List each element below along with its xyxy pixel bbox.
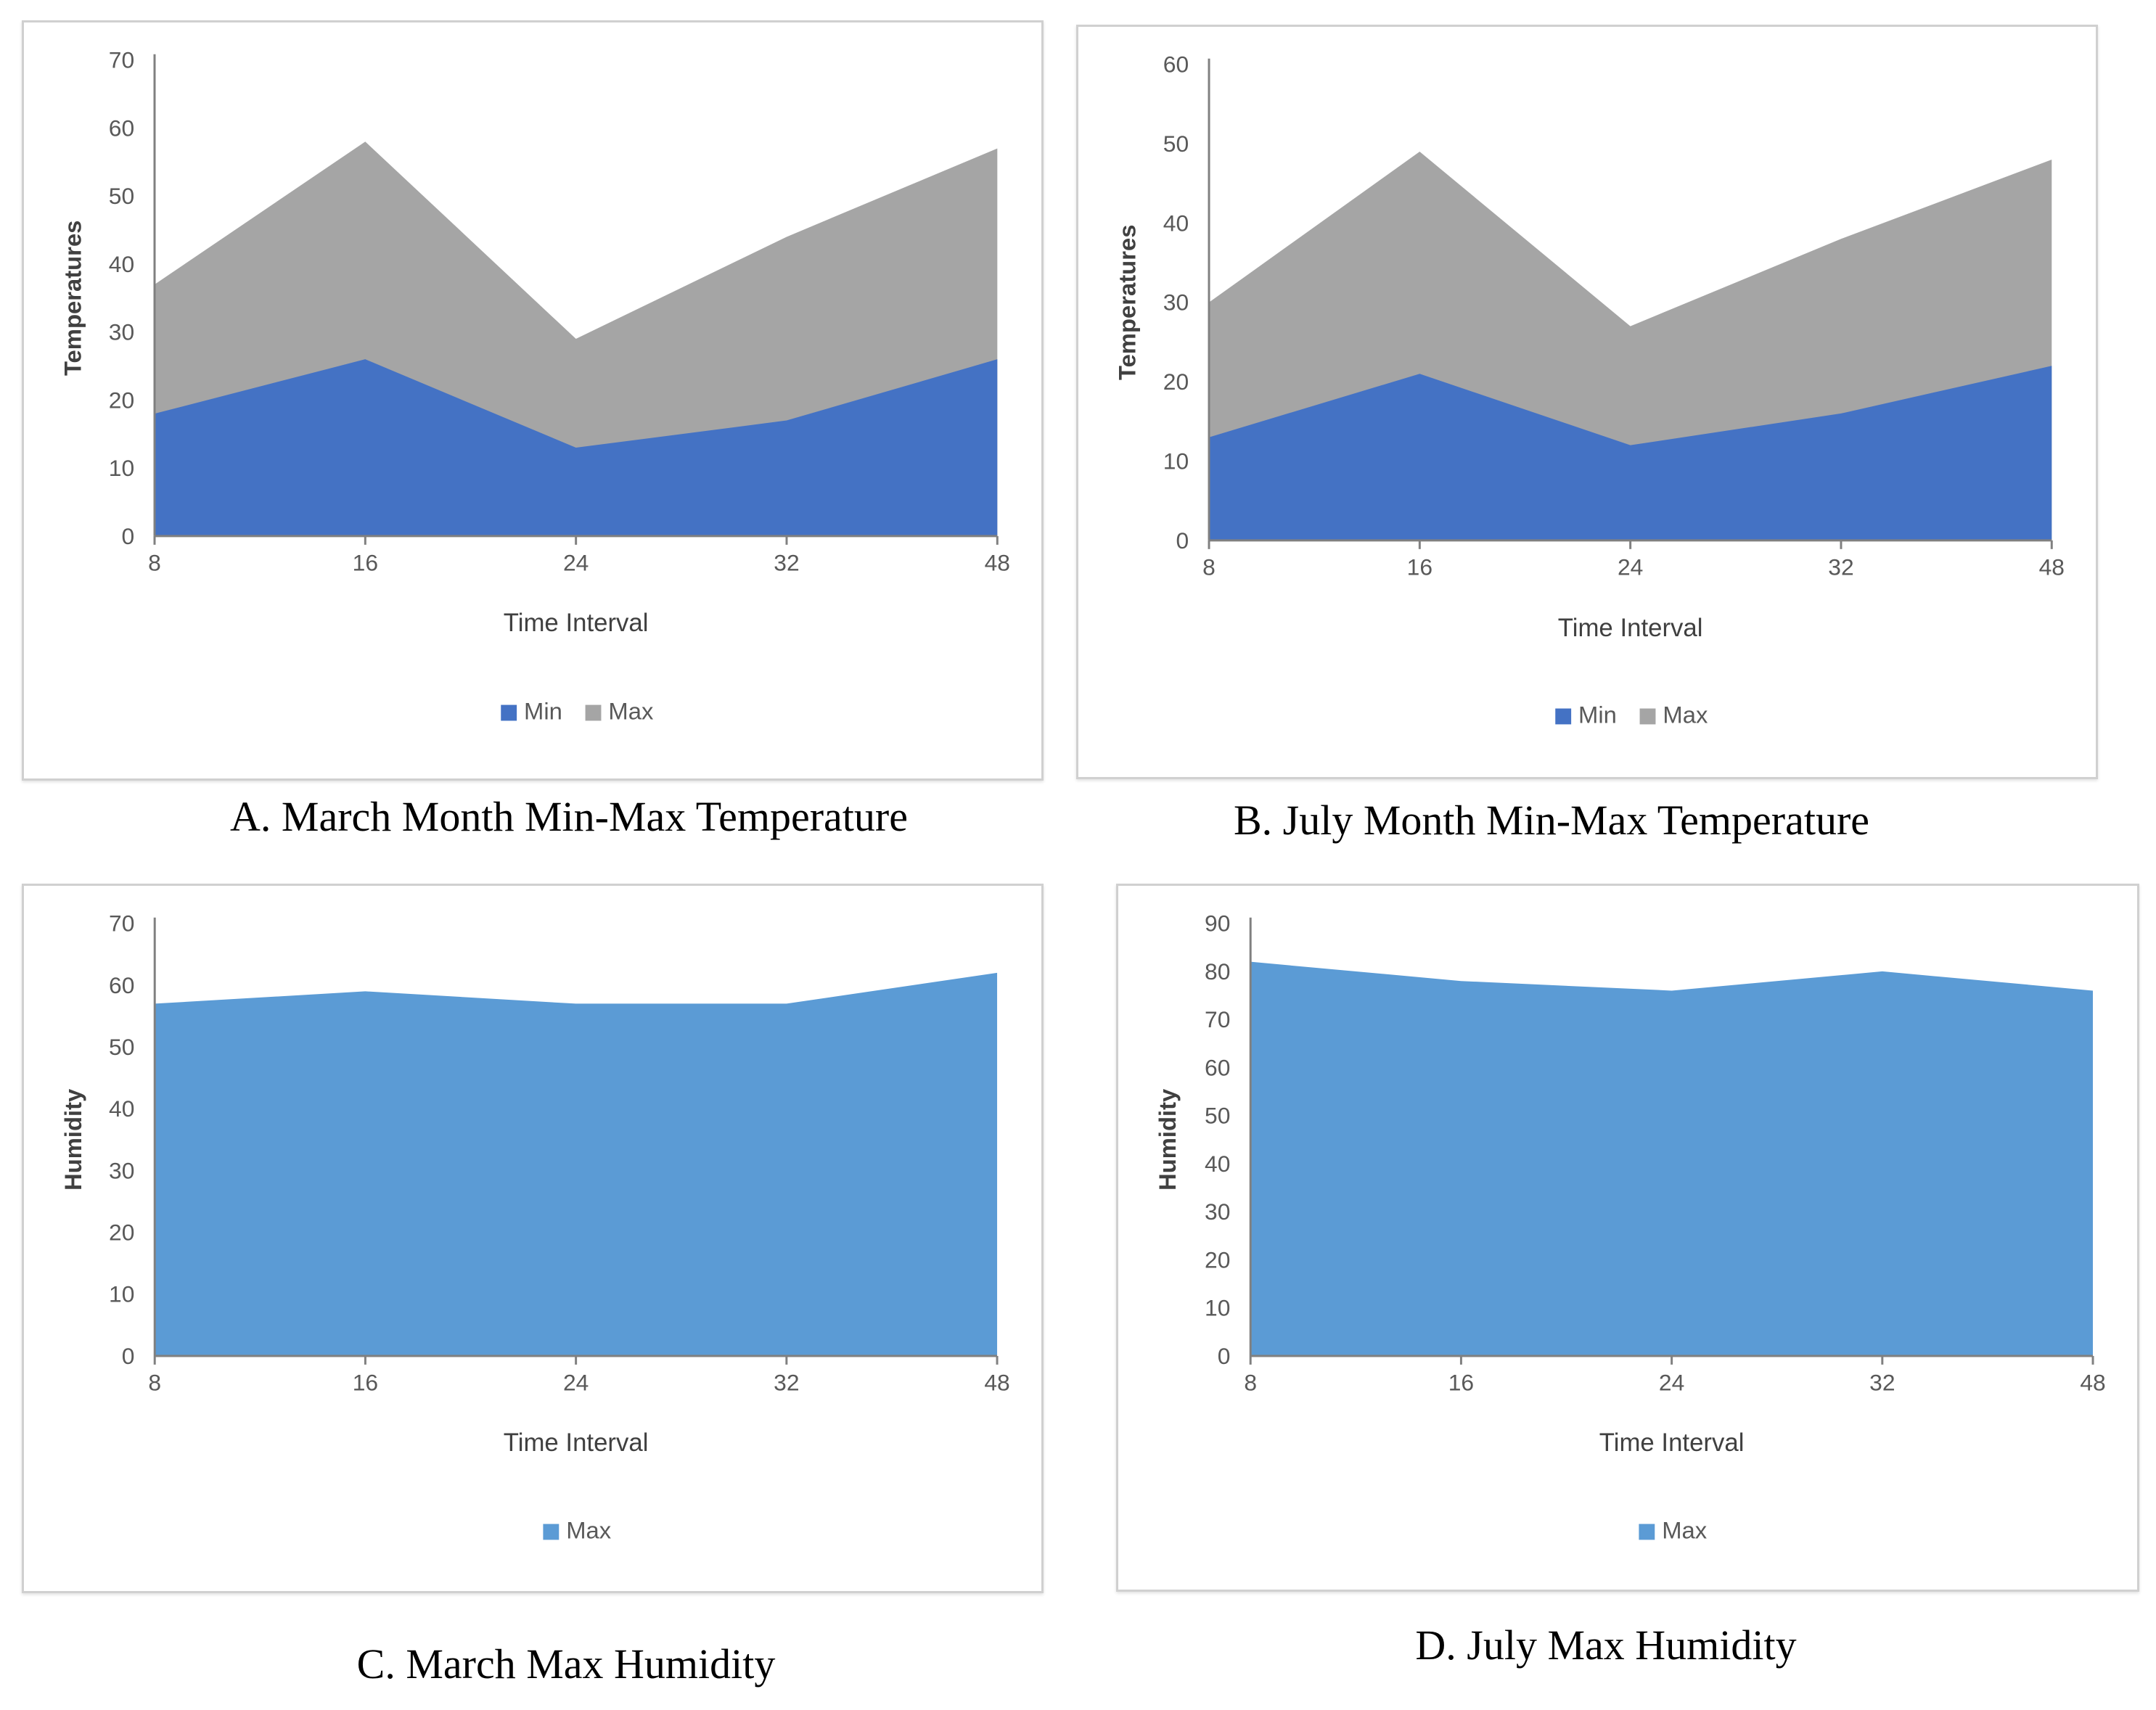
x-axis-title: Time Interval bbox=[1599, 1429, 1745, 1457]
y-tick-label: 0 bbox=[1176, 527, 1189, 554]
y-tick-label: 30 bbox=[109, 1157, 134, 1183]
y-tick-label: 30 bbox=[109, 319, 134, 345]
x-tick-label: 24 bbox=[1659, 1370, 1684, 1396]
legend-swatch-min bbox=[501, 704, 517, 721]
legend-swatch-max bbox=[585, 704, 602, 721]
march-temperature-chart: 0 10 20 30 40 50 60 70 8 16 24 32 48 Time Interval Tem… bbox=[60, 47, 1010, 725]
x-tick-label: 32 bbox=[1869, 1370, 1895, 1396]
y-tick-label: 0 bbox=[1218, 1343, 1231, 1369]
x-tick-label: 16 bbox=[353, 550, 378, 576]
x-tick-label: 32 bbox=[1828, 554, 1853, 580]
y-axis-title: Temperatures bbox=[1114, 225, 1141, 380]
y-tick-label: 20 bbox=[1205, 1246, 1230, 1273]
x-tick-label: 32 bbox=[774, 1370, 799, 1396]
legend-label-min: Min bbox=[524, 697, 562, 724]
y-tick-label: 60 bbox=[109, 972, 134, 998]
area-series-max bbox=[1250, 961, 2094, 1356]
chart-panel-a: 0 10 20 30 40 50 60 70 8 16 24 32 48 Time Interval Tem… bbox=[22, 20, 1044, 781]
y-tick-label: 50 bbox=[109, 1034, 134, 1060]
july-temperature-chart: 0 10 20 30 40 50 60 8 16 24 32 48 Time Interval Tempe… bbox=[1114, 52, 2065, 728]
y-tick-label: 30 bbox=[1205, 1199, 1230, 1225]
y-tick-label: 40 bbox=[109, 251, 134, 277]
y-tick-label: 40 bbox=[1163, 210, 1189, 236]
caption-a: A. March Month Min-Max Temperature bbox=[230, 793, 908, 840]
x-tick-label: 8 bbox=[1202, 554, 1216, 580]
legend-swatch-max bbox=[1639, 708, 1656, 725]
y-tick-label: 10 bbox=[109, 455, 134, 481]
y-tick-label: 70 bbox=[109, 47, 134, 73]
y-tick-label: 10 bbox=[1163, 448, 1189, 474]
legend-label-max: Max bbox=[1663, 701, 1708, 728]
y-tick-label: 10 bbox=[109, 1281, 134, 1307]
legend-label-max: Max bbox=[1662, 1516, 1708, 1543]
caption-c: C. March Max Humidity bbox=[356, 1640, 776, 1688]
x-tick-label: 32 bbox=[774, 550, 799, 576]
x-tick-label: 48 bbox=[985, 550, 1010, 576]
x-tick-label: 24 bbox=[1618, 554, 1643, 580]
caption-d: D. July Max Humidity bbox=[1415, 1621, 1797, 1669]
legend-item-min: Min bbox=[501, 697, 562, 724]
x-tick-label: 16 bbox=[353, 1370, 378, 1396]
legend-item-max: Max bbox=[585, 697, 654, 724]
x-axis-title: Time Interval bbox=[504, 609, 649, 637]
area-series-min bbox=[1209, 366, 2052, 540]
x-tick-label: 16 bbox=[1448, 1370, 1474, 1396]
x-tick-label: 48 bbox=[2039, 554, 2065, 580]
legend-item-max: Max bbox=[1639, 1516, 1708, 1543]
y-tick-label: 80 bbox=[1205, 958, 1230, 985]
y-tick-label: 20 bbox=[1163, 369, 1189, 395]
legend-item-min: Min bbox=[1555, 701, 1617, 728]
y-tick-label: 70 bbox=[109, 911, 134, 937]
legend-swatch-max bbox=[543, 1524, 560, 1540]
x-tick-label: 8 bbox=[148, 550, 161, 576]
x-tick-label: 16 bbox=[1407, 554, 1432, 580]
legend-swatch-min bbox=[1555, 708, 1572, 725]
y-tick-label: 20 bbox=[109, 1220, 134, 1246]
y-tick-label: 50 bbox=[109, 183, 134, 209]
x-tick-label: 48 bbox=[2080, 1370, 2105, 1396]
y-tick-label: 30 bbox=[1163, 289, 1189, 316]
caption-b: B. July Month Min-Max Temperature bbox=[1233, 797, 1870, 844]
legend-item-max: Max bbox=[543, 1516, 612, 1543]
y-tick-label: 50 bbox=[1205, 1103, 1230, 1129]
legend-item-max: Max bbox=[1639, 701, 1708, 728]
y-tick-label: 40 bbox=[109, 1096, 134, 1122]
y-tick-label: 90 bbox=[1205, 911, 1230, 937]
x-tick-label: 24 bbox=[563, 550, 589, 576]
chart-panel-c: 0 10 20 30 40 50 60 70 8 16 24 32 48 Time Interval Hum… bbox=[22, 884, 1044, 1593]
y-axis-title: Humidity bbox=[1154, 1088, 1181, 1191]
area-series-max bbox=[155, 972, 998, 1356]
y-tick-label: 70 bbox=[1205, 1006, 1230, 1032]
chart-panel-d: 0 10 20 30 40 50 60 70 80 90 8 16 24 32 48 Time Interva… bbox=[1116, 884, 2139, 1592]
y-tick-label: 40 bbox=[1205, 1151, 1230, 1177]
y-tick-label: 0 bbox=[121, 523, 134, 549]
chart-panel-b: 0 10 20 30 40 50 60 8 16 24 32 48 Time Interval Tempe… bbox=[1076, 25, 2098, 779]
legend-label-max: Max bbox=[608, 697, 654, 724]
legend-swatch-max bbox=[1639, 1524, 1655, 1540]
x-tick-label: 24 bbox=[563, 1370, 589, 1396]
legend-label-min: Min bbox=[1578, 701, 1617, 728]
y-axis-title: Temperatures bbox=[60, 221, 86, 376]
x-axis-title: Time Interval bbox=[1558, 614, 1703, 642]
march-humidity-chart: 0 10 20 30 40 50 60 70 8 16 24 32 48 Time Interval Hum… bbox=[60, 911, 1010, 1544]
y-tick-label: 60 bbox=[1163, 52, 1189, 78]
y-tick-label: 60 bbox=[1205, 1054, 1230, 1080]
x-tick-label: 8 bbox=[1244, 1370, 1257, 1396]
y-tick-label: 60 bbox=[109, 115, 134, 141]
legend-label-max: Max bbox=[566, 1516, 612, 1543]
x-tick-label: 48 bbox=[984, 1370, 1009, 1396]
x-tick-label: 8 bbox=[148, 1370, 161, 1396]
july-humidity-chart: 0 10 20 30 40 50 60 70 80 90 8 16 24 32 48 Time Interva… bbox=[1154, 911, 2106, 1544]
y-tick-label: 20 bbox=[109, 387, 134, 413]
y-tick-label: 0 bbox=[122, 1343, 135, 1369]
y-tick-label: 50 bbox=[1163, 131, 1189, 157]
y-tick-label: 10 bbox=[1205, 1295, 1230, 1321]
y-axis-title: Humidity bbox=[60, 1088, 86, 1191]
x-axis-title: Time Interval bbox=[504, 1429, 649, 1457]
